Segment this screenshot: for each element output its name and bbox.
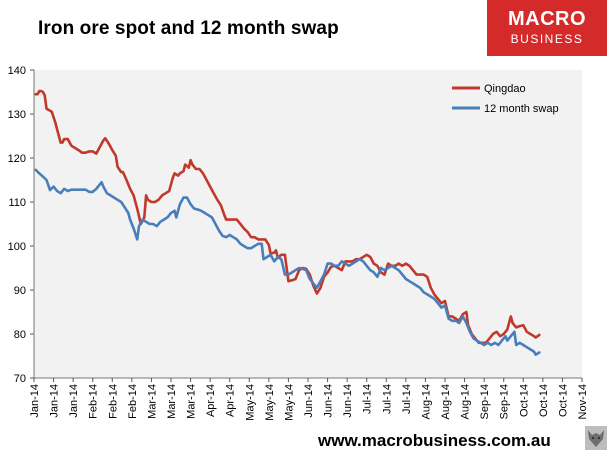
y-tick-label: 110 [8,197,26,209]
logo-text-business: BUSINESS [510,32,584,46]
x-tick-label: Jun-14 [323,384,335,418]
x-tick-label: Apr-14 [225,384,237,417]
website-url: www.macrobusiness.com.au [318,431,551,450]
x-tick-label: Feb-14 [127,384,139,419]
legend-label: 12 month swap [484,103,559,115]
x-tick-label: Aug-14 [420,384,432,419]
x-tick-label: Oct-14 [557,384,569,417]
y-tick-label: 120 [8,153,26,165]
logo-text-macro: MACRO [507,8,587,30]
y-tick-label: 130 [8,109,26,121]
y-tick-label: 70 [14,373,26,385]
x-tick-label: Mar-14 [146,384,158,419]
x-tick-label: Nov-14 [577,384,589,419]
x-tick-label: Jul-14 [362,384,374,414]
y-tick-label: 80 [14,329,26,341]
x-tick-label: Jun-14 [303,384,315,418]
x-tick-label: Jul-14 [381,384,393,414]
legend-label: Qingdao [484,83,526,95]
x-tick-label: Mar-14 [166,384,178,419]
x-axis: Jan-14 Jan-14 Jan-14 Feb-14 Feb-14 Feb-14 Mar-… [29,377,589,421]
macrobusiness-logo: MACRO BUSINESS [487,0,607,56]
chart-legend: Qingdao 12 month swap [452,83,559,115]
x-tick-label: Jul-14 [401,384,413,414]
x-tick-label: Jan-14 [49,384,61,418]
series-lines [34,89,541,356]
series-line-qingdao [34,89,541,345]
x-tick-label: Oct-14 [518,384,530,417]
x-tick-label: Sep-14 [479,384,491,419]
x-tick-label: Feb-14 [107,384,119,419]
x-tick-label: Feb-14 [88,384,100,419]
y-tick-label: 100 [8,241,26,253]
y-tick-label: 140 [8,65,26,77]
series-line-12-month-swap [34,168,541,356]
chart-title: Iron ore spot and 12 month swap [38,18,339,39]
x-tick-label: Aug-14 [440,384,452,419]
x-tick-label: May-14 [283,384,295,421]
x-tick-label: Mar-14 [186,384,198,419]
x-tick-label: Apr-14 [205,384,217,417]
x-tick-label: May-14 [244,384,256,421]
x-tick-label: Oct-14 [538,384,550,417]
x-tick-label: Jun-14 [342,384,354,418]
x-tick-label: Sep-14 [499,384,511,419]
x-tick-label: Aug-14 [460,384,472,419]
wolf-logo-icon [585,426,607,450]
x-tick-label: May-14 [264,384,276,421]
x-tick-label: Jan-14 [68,384,80,418]
x-tick-label: Jan-14 [29,384,41,418]
y-tick-label: 90 [14,285,26,297]
plot-area [34,70,582,378]
y-axis: 70 80 90 100 110 120 130 140 [8,65,35,385]
